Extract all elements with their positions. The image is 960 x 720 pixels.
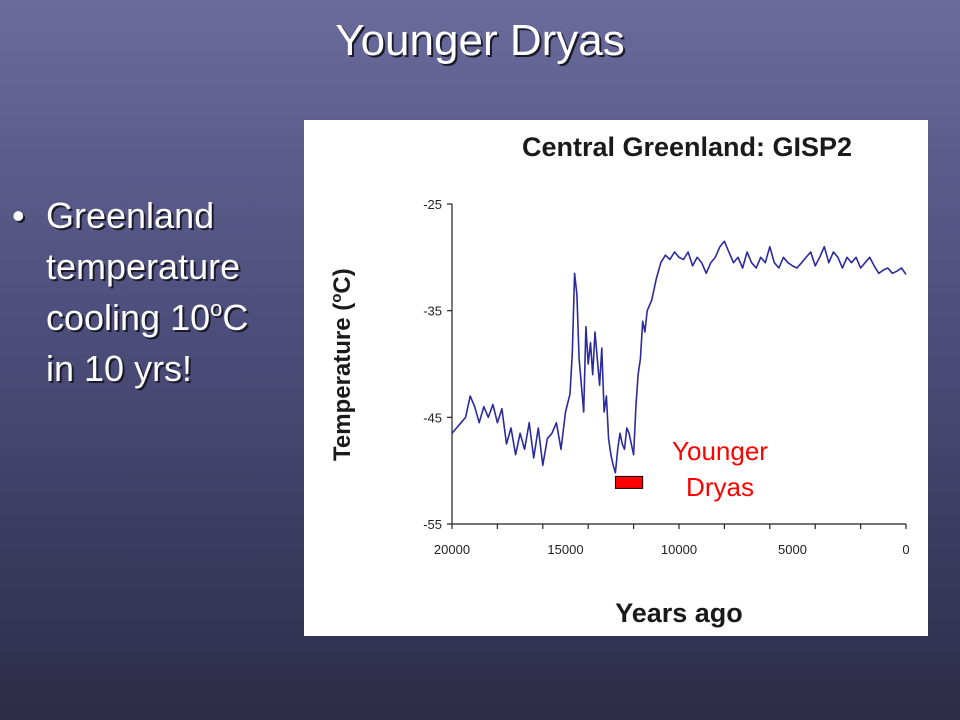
- chart-title: Central Greenland: GISP2: [522, 132, 852, 162]
- x-axis-label: Years ago: [615, 598, 743, 628]
- annotation-line-1: Younger: [672, 436, 768, 466]
- y-tick-label: -55: [423, 517, 442, 532]
- temperature-series-line: [451, 240, 907, 474]
- annotation-line-2: Dryas: [686, 472, 754, 502]
- bullet-line-2: temperature: [46, 246, 241, 287]
- y-axis-label-part-2: C): [329, 268, 356, 293]
- x-tick-label: 0: [902, 542, 909, 557]
- younger-dryas-bar: [614, 475, 644, 489]
- slide-title: Younger Dryas: [335, 16, 625, 65]
- degree-superscript: o: [210, 296, 223, 321]
- x-tick-label: 15000: [547, 542, 583, 557]
- bullet-text: Greenland temperature cooling 10oC in 10…: [46, 190, 302, 394]
- y-tick-label: -45: [423, 410, 442, 425]
- bullet-line-3: cooling 10oC: [46, 292, 302, 343]
- y-axis-label-degree: o: [328, 294, 345, 303]
- y-axis-label-part-1: Temperature (: [329, 303, 356, 461]
- y-tick-label: -25: [423, 197, 442, 212]
- x-tick-label: 20000: [434, 542, 470, 557]
- y-axis-label: Temperature (oC): [328, 268, 356, 461]
- x-tick-label: 5000: [778, 542, 807, 557]
- chart-panel: Central Greenland: GISP2 Temperature (oC…: [304, 120, 928, 636]
- temperature-chart: Central Greenland: GISP2 Temperature (oC…: [328, 132, 910, 628]
- y-tick-label: -35: [423, 304, 442, 319]
- bullet-line-4: in 10 yrs!: [46, 348, 193, 389]
- bullet-line-3-text: cooling 10: [46, 297, 211, 338]
- celsius-unit: C: [222, 297, 249, 338]
- bullet-line-1: Greenland: [46, 195, 215, 236]
- x-tick-label: 10000: [661, 542, 697, 557]
- bullet-marker: •: [12, 195, 25, 236]
